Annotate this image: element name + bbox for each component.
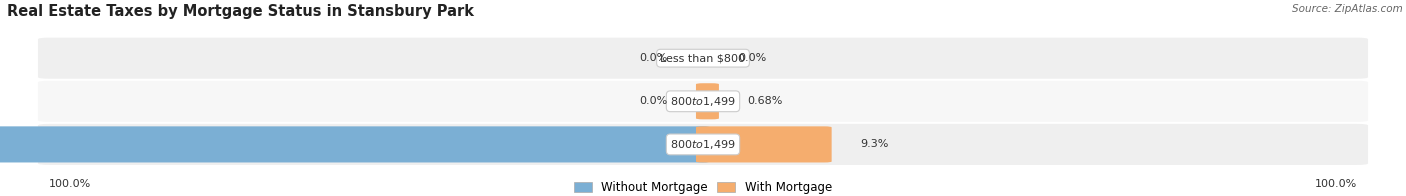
Text: 0.68%: 0.68% — [747, 96, 782, 106]
Text: 100.0%: 100.0% — [49, 179, 91, 189]
Text: 0.0%: 0.0% — [640, 96, 668, 106]
FancyBboxPatch shape — [696, 126, 831, 162]
Text: 100.0%: 100.0% — [1315, 179, 1357, 189]
Legend: Without Mortgage, With Mortgage: Without Mortgage, With Mortgage — [574, 181, 832, 194]
Text: 9.3%: 9.3% — [859, 139, 889, 149]
FancyBboxPatch shape — [38, 124, 1368, 165]
FancyBboxPatch shape — [696, 83, 718, 119]
Text: Less than $800: Less than $800 — [661, 53, 745, 63]
Text: 0.0%: 0.0% — [640, 53, 668, 63]
FancyBboxPatch shape — [38, 38, 1368, 79]
Text: 0.0%: 0.0% — [738, 53, 766, 63]
FancyBboxPatch shape — [0, 126, 710, 162]
Text: Source: ZipAtlas.com: Source: ZipAtlas.com — [1292, 4, 1403, 14]
Text: Real Estate Taxes by Mortgage Status in Stansbury Park: Real Estate Taxes by Mortgage Status in … — [7, 4, 474, 19]
Text: $800 to $1,499: $800 to $1,499 — [671, 95, 735, 108]
FancyBboxPatch shape — [38, 81, 1368, 122]
Text: $800 to $1,499: $800 to $1,499 — [671, 138, 735, 151]
